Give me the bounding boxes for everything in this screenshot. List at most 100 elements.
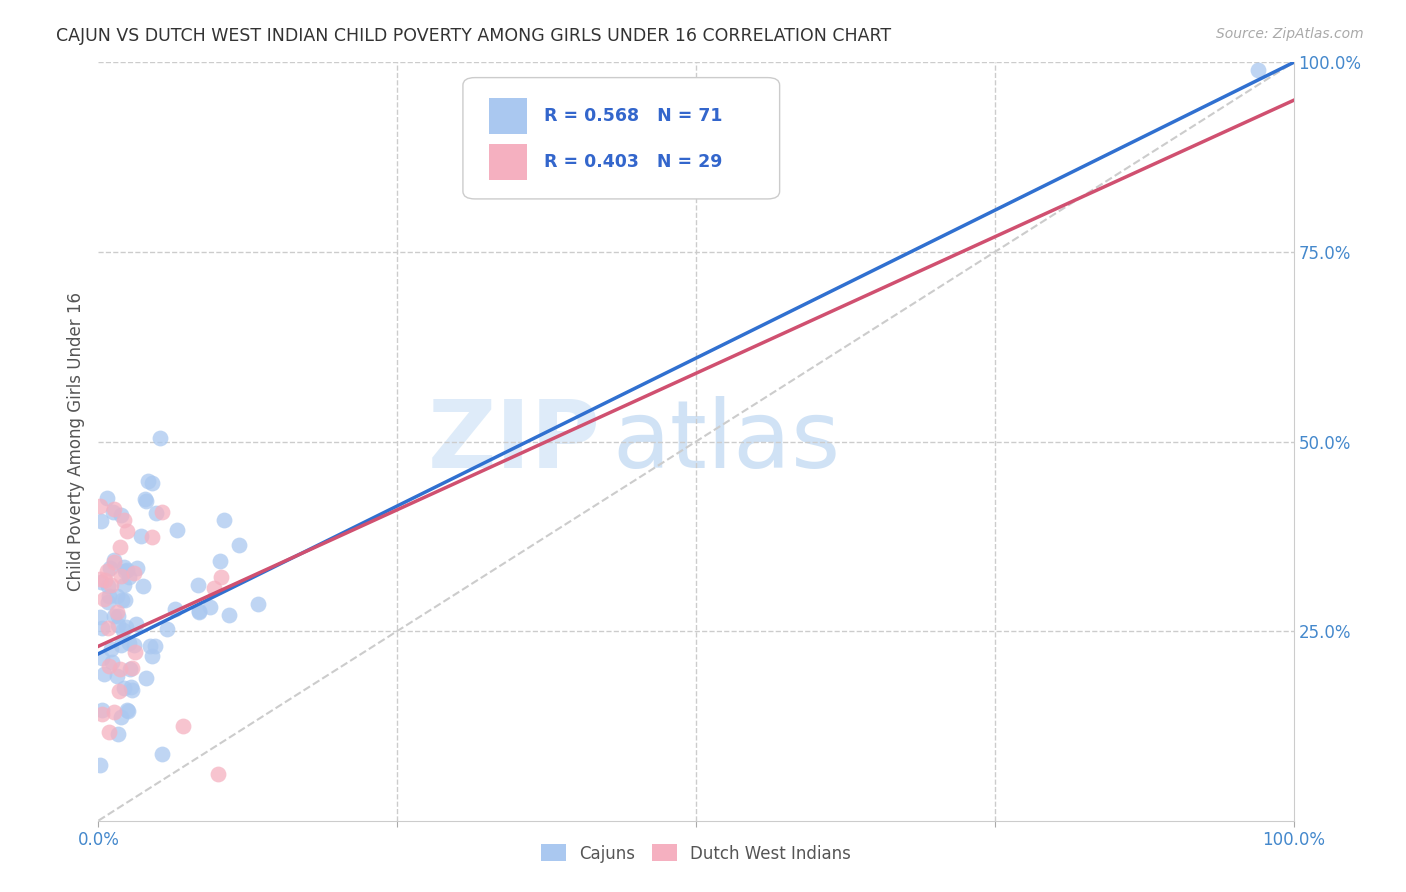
- Point: [103, 608, 125, 623]
- Point: [172, 719, 194, 733]
- Point: [114, 564, 136, 578]
- Point: [125, 561, 148, 575]
- Point: [114, 593, 136, 607]
- Point: [103, 705, 125, 719]
- Point: [122, 566, 145, 581]
- Text: R = 0.568   N = 71: R = 0.568 N = 71: [544, 107, 723, 125]
- Point: [103, 501, 125, 516]
- Point: [200, 599, 222, 614]
- Point: [118, 636, 141, 650]
- Point: [125, 616, 148, 631]
- Point: [135, 672, 157, 686]
- Point: [120, 680, 142, 694]
- Point: [155, 622, 177, 636]
- Text: R = 0.403   N = 29: R = 0.403 N = 29: [544, 153, 723, 170]
- Point: [89, 573, 111, 587]
- Point: [110, 508, 132, 523]
- Point: [135, 494, 157, 508]
- Point: [187, 604, 209, 618]
- Point: [141, 531, 163, 545]
- Point: [112, 513, 135, 527]
- Legend: Cajuns, Dutch West Indians: Cajuns, Dutch West Indians: [534, 838, 858, 869]
- Point: [118, 662, 141, 676]
- Point: [103, 556, 125, 570]
- Point: [129, 529, 152, 543]
- FancyBboxPatch shape: [463, 78, 780, 199]
- Point: [90, 651, 112, 665]
- Y-axis label: Child Poverty Among Girls Under 16: Child Poverty Among Girls Under 16: [66, 292, 84, 591]
- Point: [111, 593, 134, 607]
- Point: [90, 514, 112, 528]
- Point: [100, 578, 122, 592]
- Point: [98, 561, 121, 575]
- Point: [110, 569, 132, 583]
- Point: [150, 505, 173, 519]
- Point: [105, 590, 128, 604]
- Point: [107, 618, 129, 632]
- FancyBboxPatch shape: [489, 144, 527, 180]
- Point: [141, 476, 163, 491]
- Point: [218, 608, 240, 623]
- Point: [110, 662, 132, 676]
- Point: [107, 727, 129, 741]
- Point: [110, 638, 132, 652]
- Point: [202, 581, 225, 595]
- Point: [96, 564, 118, 578]
- Point: [114, 620, 136, 634]
- Point: [112, 681, 135, 695]
- Point: [91, 707, 114, 722]
- Point: [228, 538, 250, 552]
- Point: [89, 758, 111, 772]
- Point: [90, 574, 112, 589]
- Point: [145, 506, 167, 520]
- Point: [207, 767, 229, 781]
- Point: [141, 648, 163, 663]
- Point: [163, 601, 186, 615]
- Point: [117, 705, 139, 719]
- Point: [117, 703, 139, 717]
- Point: [101, 655, 124, 669]
- Point: [110, 710, 132, 724]
- Point: [93, 666, 115, 681]
- Point: [136, 474, 159, 488]
- Point: [186, 577, 208, 591]
- Point: [149, 431, 172, 445]
- Point: [107, 668, 129, 682]
- Point: [208, 554, 231, 568]
- Point: [96, 491, 118, 505]
- Point: [121, 661, 143, 675]
- Point: [107, 608, 129, 623]
- Point: [98, 589, 121, 603]
- Text: atlas: atlas: [613, 395, 841, 488]
- Point: [132, 579, 155, 593]
- Text: Source: ZipAtlas.com: Source: ZipAtlas.com: [1216, 27, 1364, 41]
- Point: [108, 540, 131, 554]
- Point: [91, 621, 114, 635]
- Point: [97, 658, 120, 673]
- Text: CAJUN VS DUTCH WEST INDIAN CHILD POVERTY AMONG GIRLS UNDER 16 CORRELATION CHART: CAJUN VS DUTCH WEST INDIAN CHILD POVERTY…: [56, 27, 891, 45]
- Point: [101, 505, 124, 519]
- Point: [89, 609, 111, 624]
- Point: [111, 624, 134, 638]
- Point: [188, 605, 211, 619]
- Point: [122, 638, 145, 652]
- Point: [115, 563, 138, 577]
- Point: [247, 598, 270, 612]
- Point: [209, 570, 232, 584]
- Point: [124, 645, 146, 659]
- Point: [89, 499, 111, 513]
- Point: [100, 642, 122, 657]
- FancyBboxPatch shape: [489, 98, 527, 135]
- Point: [143, 639, 166, 653]
- Point: [97, 621, 120, 635]
- Point: [166, 524, 188, 538]
- Point: [212, 512, 235, 526]
- Point: [97, 595, 120, 609]
- Point: [118, 570, 141, 584]
- Point: [1247, 62, 1270, 77]
- Text: ZIP: ZIP: [427, 395, 600, 488]
- Point: [112, 578, 135, 592]
- Point: [103, 552, 125, 566]
- Point: [112, 559, 135, 574]
- Point: [90, 703, 112, 717]
